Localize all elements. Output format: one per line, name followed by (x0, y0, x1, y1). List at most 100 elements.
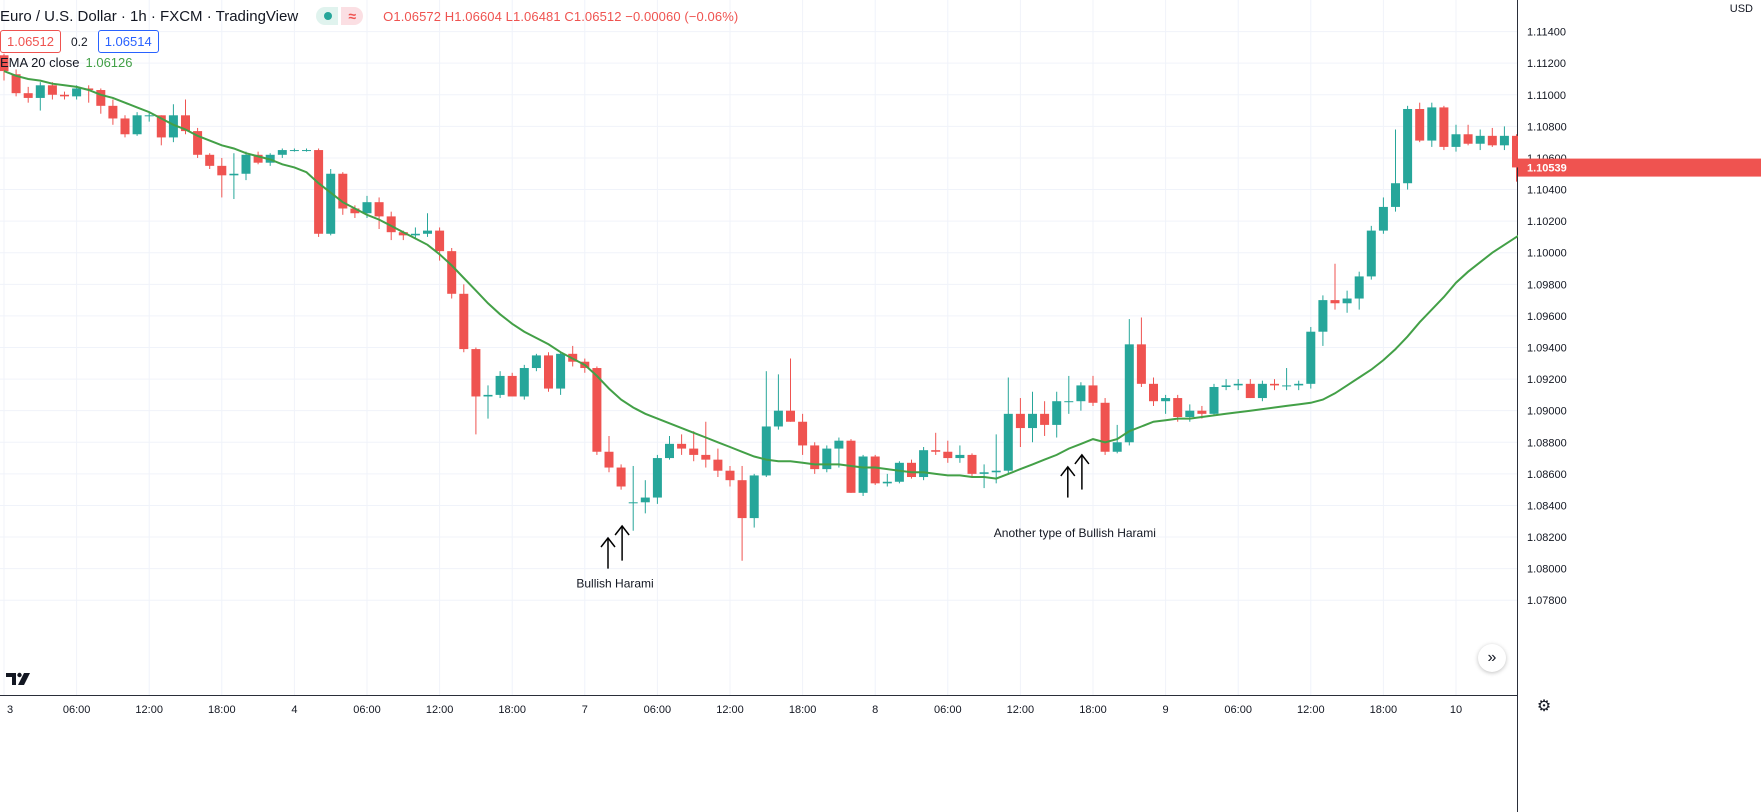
tilde-icon: ≈ (341, 7, 364, 25)
candle-body (1076, 385, 1086, 402)
candle-body (350, 208, 360, 214)
bid-ask-row: 1.06512 0.2 1.06514 (0, 30, 159, 53)
ask-price-button[interactable]: 1.06514 (97, 30, 159, 53)
candle-body (1415, 108, 1425, 141)
candle-body (1088, 385, 1098, 403)
candle-body (773, 410, 783, 427)
candle-body (810, 445, 820, 470)
settings-gear-button[interactable]: ⚙ (1534, 696, 1554, 716)
time-tick-label: 9 (1163, 704, 1169, 716)
price-tick-label: 1.09200 (1527, 374, 1567, 386)
candle-body (737, 480, 747, 519)
indicator-label: EMA 20 close (0, 55, 80, 70)
candle-body (1100, 402, 1110, 452)
candle-body (471, 349, 481, 397)
candle-body (1282, 385, 1292, 387)
candle-body (798, 421, 808, 446)
candle-body (507, 375, 517, 397)
time-tick-label: 10 (1450, 704, 1462, 716)
price-axis-background (1518, 0, 1761, 812)
candle-body (1318, 300, 1328, 332)
candle-body (749, 475, 759, 519)
currency-label: USD (1730, 3, 1753, 15)
time-tick-label: 06:00 (353, 704, 381, 716)
time-tick-label: 4 (291, 704, 297, 716)
time-tick-label: 3 (7, 704, 13, 716)
candle-body (882, 481, 892, 484)
candle-body (483, 394, 493, 397)
candle-body (72, 88, 82, 97)
candle-body (1136, 344, 1146, 384)
candle-body (943, 451, 953, 459)
candle-body (11, 74, 21, 94)
candle-body (362, 202, 372, 214)
price-tick-label: 1.10200 (1527, 216, 1567, 228)
candle-body (1378, 206, 1388, 231)
candle-body (1463, 134, 1473, 144)
indicator-row[interactable]: EMA 20 close 1.06126 (0, 55, 133, 70)
candle-body (447, 251, 457, 294)
bid-price-button[interactable]: 1.06512 (0, 30, 61, 53)
candle-body (1451, 134, 1461, 147)
candle-body (640, 497, 650, 503)
time-tick-label: 12:00 (1007, 704, 1035, 716)
candle-body (96, 90, 106, 106)
candle-body (168, 115, 178, 138)
price-tick-label: 1.11000 (1527, 90, 1566, 102)
price-tick-label: 1.09400 (1527, 343, 1567, 355)
candle-body (652, 458, 662, 498)
double-chevron-right-icon: » (1487, 649, 1497, 666)
candle-body (1124, 344, 1134, 443)
last-price-label: 1.10539 (1527, 163, 1567, 175)
candle-body (1221, 385, 1231, 387)
candle-body (1512, 135, 1521, 168)
candle-body (1028, 413, 1037, 429)
candle-body (1233, 383, 1243, 386)
time-tick-label: 12:00 (1297, 704, 1325, 716)
tradingview-logo-icon[interactable] (4, 668, 32, 690)
candle-body (677, 443, 687, 449)
candle-body (1040, 413, 1050, 425)
candle-body (1403, 108, 1413, 184)
candle-body (289, 150, 299, 152)
market-status-indicator[interactable]: ≈ (316, 7, 364, 25)
time-tick-label: 06:00 (1224, 704, 1252, 716)
candle-body (1209, 386, 1219, 414)
candle-body (725, 470, 735, 481)
candle-body (604, 451, 614, 468)
time-tick-label: 18:00 (208, 704, 236, 716)
annotation-arrowhead (1074, 453, 1090, 465)
price-tick-label: 1.10800 (1527, 121, 1567, 133)
candle-body (241, 154, 251, 174)
candle-body (386, 216, 396, 233)
price-tick-label: 1.10000 (1527, 248, 1567, 260)
indicator-value: 1.06126 (85, 55, 133, 70)
candle-body (193, 131, 203, 155)
scroll-to-realtime-button[interactable]: » (1478, 644, 1506, 672)
candle-body (1499, 135, 1509, 146)
candle-body (1330, 300, 1340, 304)
candle-body (253, 154, 263, 163)
price-tick-label: 1.09000 (1527, 406, 1567, 418)
candle-body (955, 454, 965, 459)
time-tick-label: 06:00 (934, 704, 962, 716)
candle-body (531, 355, 541, 369)
annotation-arrowhead (600, 536, 616, 548)
candle-body (1270, 383, 1279, 386)
price-tick-label: 1.08600 (1527, 469, 1567, 481)
candle-body (1342, 298, 1352, 304)
candle-body (1306, 331, 1316, 384)
candle-body (1015, 413, 1025, 429)
candle-body (761, 426, 771, 476)
candle-body (1173, 398, 1183, 417)
time-tick-label: 8 (872, 704, 878, 716)
candle-body (60, 94, 69, 97)
last-price-tag (1518, 158, 1761, 177)
candle-body (1439, 107, 1449, 147)
time-tick-label: 06:00 (644, 704, 672, 716)
time-tick-label: 18:00 (789, 704, 817, 716)
annotation-arrowhead (614, 524, 630, 536)
price-tick-label: 1.09600 (1527, 311, 1567, 323)
symbol-title[interactable]: Euro / U.S. Dollar · 1h · FXCM · Trading… (0, 7, 299, 25)
